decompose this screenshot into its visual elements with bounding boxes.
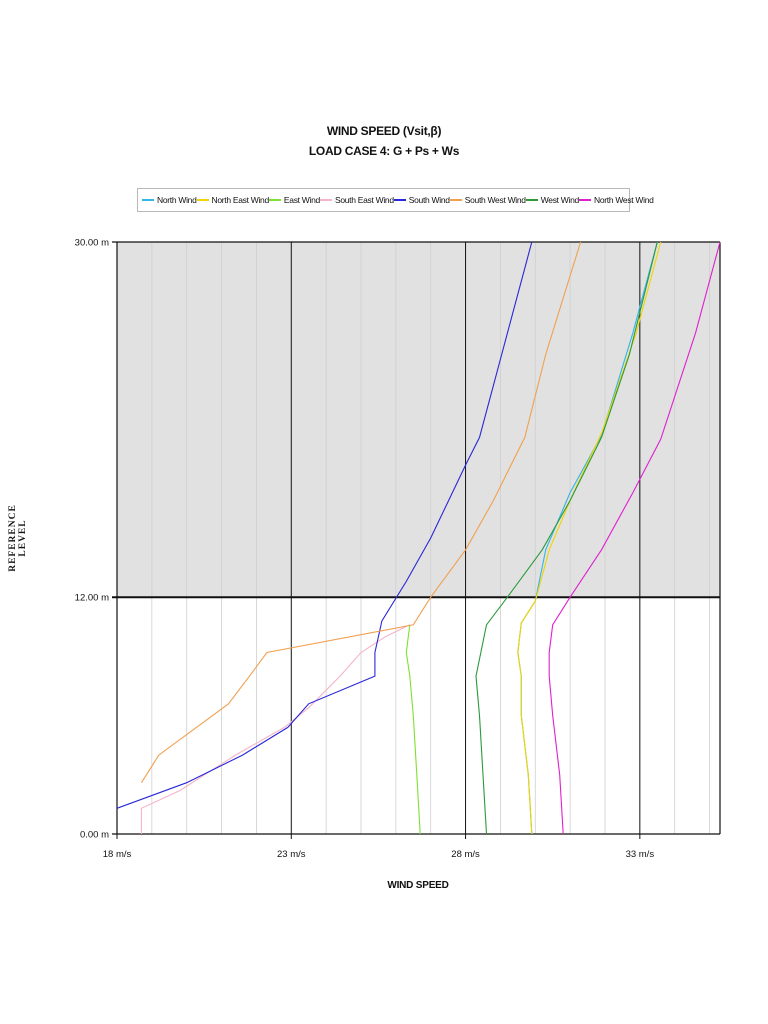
series-line [548,241,721,835]
x-tick-label: 18 m/s [103,849,132,860]
legend-label: North East Wind [211,195,270,205]
legend-label: North Wind [157,195,197,205]
series-line [116,241,533,809]
legend-item: East Wind [268,195,320,205]
legend-swatch [525,199,538,201]
x-tick-label: 23 m/s [277,849,306,860]
legend-label: West Wind [540,195,580,205]
series-line [140,241,582,783]
legend-label: South East Wind [334,195,394,205]
legend-swatch [268,199,281,201]
legend-item: North West Wind [578,195,654,205]
x-tick-label: 28 m/s [451,849,480,860]
legend-swatch [578,199,591,201]
series-line [405,624,421,835]
legend-label: East Wind [283,195,320,205]
legend-item: South Wind [393,195,450,205]
legend-swatch [142,199,154,201]
legend-item: West Wind [525,195,580,205]
series-line [517,241,658,835]
legend-item: South West Wind [449,195,526,205]
legend-swatch [393,199,406,201]
legend-label: North West Wind [593,195,654,205]
chart-title: WIND SPEED (Vsit,β) [326,124,442,138]
legend-swatch [449,199,462,201]
y-tick-label: 30.00 m [75,238,109,249]
series-line [140,624,411,834]
x-axis-title: WIND SPEED [387,880,449,891]
legend-item: North Wind [142,195,197,205]
shaded-band [117,242,720,598]
series-line [475,241,658,835]
legend-label: South Wind [408,195,450,205]
legend: North Wind North East Wind East Wind South … [137,188,654,212]
legend-swatch [319,199,332,201]
y-tick-label: 0.00 m [80,830,109,841]
x-tick-label: 33 m/s [626,849,655,860]
legend-item: North East Wind [196,195,270,205]
legend-item: South East Wind [319,195,394,205]
y-tick-label: 12.00 m [75,593,109,604]
legend-label: South West Wind [464,195,526,205]
legend-swatch [196,199,209,201]
y-axis-title: REFERENCE LEVEL [8,504,28,572]
chart-subtitle: LOAD CASE 4: G + Ps + Ws [308,144,460,158]
series-line [517,241,662,835]
